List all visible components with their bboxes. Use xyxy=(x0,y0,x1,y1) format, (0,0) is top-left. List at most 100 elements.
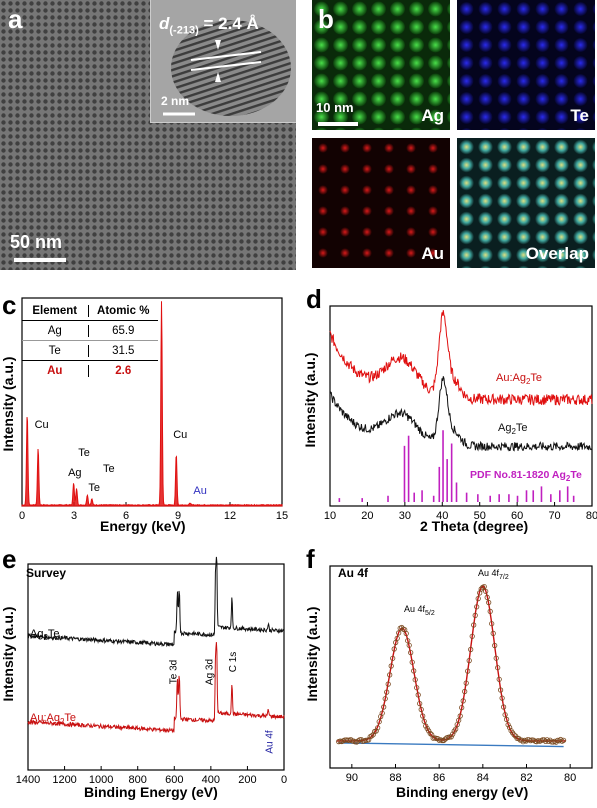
e-series-au-label: Au:Ag2Te xyxy=(30,712,76,726)
label-sub: 2 xyxy=(525,377,531,387)
panel-c-label: c xyxy=(2,290,17,320)
inset-scalebar-label: 2 nm xyxy=(161,94,190,108)
c-axis-tick-label: 6 xyxy=(123,510,129,522)
label-part: PDF No.81-1820 Ag xyxy=(470,469,566,481)
f-axis-tick-label: 80 xyxy=(564,772,576,784)
xps-data-point xyxy=(379,710,385,716)
d-axis-tick-label: 40 xyxy=(436,510,448,522)
xps-data-point xyxy=(487,608,493,615)
map-au-label: Au xyxy=(421,244,444,263)
xps-data-point xyxy=(403,630,409,637)
xps-data-point xyxy=(502,712,508,718)
xps-ag2te-line xyxy=(27,556,285,648)
xrd-au-ag2te-line xyxy=(329,310,593,407)
eds-peak-label: Te xyxy=(78,447,90,459)
label-part: Au:Ag xyxy=(496,372,526,384)
xps-data-point xyxy=(505,722,511,728)
xrd-chart: 10 20 30 40 50 60 70 80 xyxy=(324,305,597,522)
d-axis-frame xyxy=(329,305,593,507)
xps-data-point xyxy=(493,655,499,661)
xps-data-point xyxy=(448,734,454,740)
table-header-element: Element xyxy=(32,305,78,317)
xps-data-point xyxy=(490,630,496,637)
map-overlap: Overlap xyxy=(457,138,595,268)
panel-b-label: b xyxy=(318,4,334,34)
table-row: Ag 65.9 xyxy=(22,321,158,341)
f-axis-tick-label: 86 xyxy=(433,772,445,784)
label-sub: 2 xyxy=(43,633,48,643)
label-sub: 5/2 xyxy=(425,609,435,617)
label-part: Au:Ag xyxy=(30,712,60,724)
label-part: Te xyxy=(64,712,77,724)
xps-data-point xyxy=(486,599,492,606)
xps-data-point xyxy=(390,655,396,661)
c-axis-tick-label: 0 xyxy=(19,510,25,522)
xps-data-point xyxy=(414,685,420,691)
xps-annot-au4f: Au 4f xyxy=(265,730,276,754)
scalebar-a xyxy=(14,258,66,262)
f-xlabel: Binding energy (eV) xyxy=(396,784,529,800)
xps-data-point xyxy=(541,737,547,743)
table-cell: 31.5 xyxy=(87,344,158,357)
xps-survey-chart: 1400 1200 1000 800 600 400 200 0 Te 3d Ag 3d C 1s A… xyxy=(16,556,287,786)
xps-data-point xyxy=(560,737,567,743)
xps-data-point xyxy=(504,716,510,722)
xps-data-point xyxy=(411,668,417,674)
d-spacing-prefix: d xyxy=(159,14,170,33)
e-ylabel: Intensity (a.u.) xyxy=(0,606,16,702)
xps-data-point xyxy=(511,732,517,738)
table-cell: 2.6 xyxy=(87,364,158,377)
xps-data-point xyxy=(427,730,433,736)
e-axis-tick-label: 0 xyxy=(281,774,287,786)
xps-data-point xyxy=(439,737,445,744)
xps-data-point xyxy=(391,646,397,652)
d-axis-tick-label: 70 xyxy=(548,510,560,522)
c-axis-tick-label: 12 xyxy=(224,510,236,522)
xps-data-point xyxy=(471,622,477,628)
label-part: Au 4f xyxy=(404,604,426,614)
xps-data-point xyxy=(520,739,526,745)
xps-data-point xyxy=(408,650,414,656)
c-axis-tick-label: 3 xyxy=(71,510,77,522)
xps-data-point xyxy=(375,725,381,731)
f-peak1-label: Au 4f5/2 xyxy=(404,604,435,617)
label-part: Au 4f xyxy=(478,568,500,578)
e-series-ag-label: Ag2Te xyxy=(30,628,60,642)
xps-data-point xyxy=(405,638,411,644)
xps-data-point xyxy=(472,612,478,619)
xps-data-point xyxy=(415,692,421,698)
scalebar-a-label: 50 nm xyxy=(10,232,63,252)
xps-baseline xyxy=(338,742,564,748)
c-xlabel: Energy (keV) xyxy=(100,518,186,534)
panel-b: 10 nm Ag Te Au Overlap b xyxy=(312,0,597,270)
eds-peak-label: Te xyxy=(88,482,100,494)
d-spacing-value: = 2.4 Å xyxy=(198,14,259,33)
xps-data-point xyxy=(507,724,513,731)
xps-data-point xyxy=(369,733,375,739)
c-ylabel: Intensity (a.u.) xyxy=(0,356,16,452)
atomic-table: Element Atomic % Ag 65.9 Te 31.5 Au 2.6 xyxy=(22,302,158,380)
label-sub: 2 xyxy=(511,427,516,437)
label-part: Te xyxy=(530,372,543,384)
hrtem-inset: 2 nm d(-213) = 2.4 Å xyxy=(150,0,296,123)
f-axis-tick-label: 82 xyxy=(520,772,532,784)
xps-au4f-chart: 90 88 86 84 82 80 xyxy=(329,565,593,784)
label-part: Te xyxy=(47,628,60,640)
eds-spectrum xyxy=(21,301,283,507)
e-xlabel: Binding Energy (eV) xyxy=(84,784,218,800)
e-axis-tick-label: 1200 xyxy=(52,774,76,786)
xps-data-point xyxy=(435,736,441,742)
xps-fit-line xyxy=(336,585,566,742)
table-cell: Au xyxy=(47,364,63,377)
map-te: Te xyxy=(457,0,595,130)
c-axis-tick-label: 15 xyxy=(276,510,288,522)
e-axis-tick-label: 400 xyxy=(202,774,220,786)
panel-d: 10 20 30 40 50 60 70 80 d Au:Ag2Te Ag2Te PDF No… xyxy=(300,286,597,540)
xps-data-point xyxy=(406,642,412,648)
d-axis-tick-label: 50 xyxy=(474,510,486,522)
f-ylabel: Intensity (a.u.) xyxy=(304,606,320,702)
label-part: Te xyxy=(515,422,528,434)
xps-data-point xyxy=(373,728,379,734)
xps-data-point xyxy=(376,719,382,725)
map-au: Au xyxy=(312,138,450,268)
